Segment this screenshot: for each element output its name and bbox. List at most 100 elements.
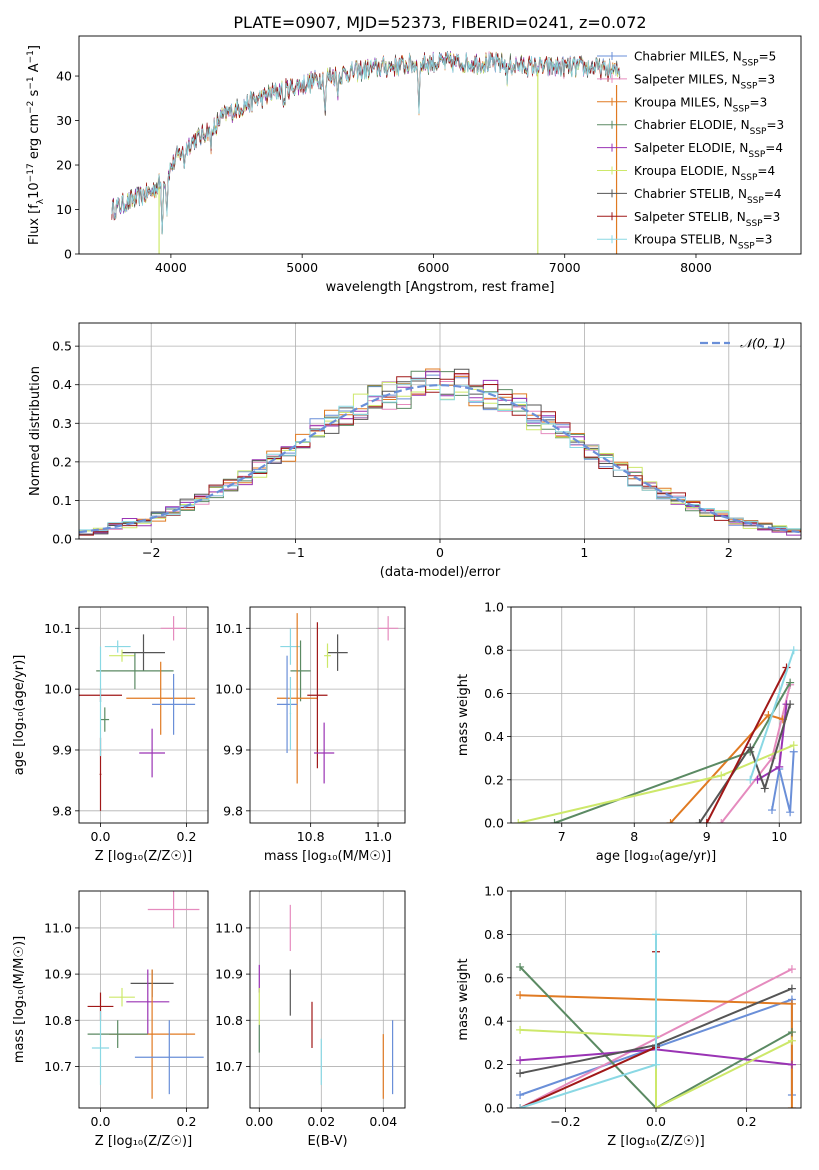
x-axis-label: Z [log₁₀(Z/Z☉)] — [95, 849, 192, 864]
tick-label-y: 0.0 — [484, 1101, 504, 1116]
weight_vs_Z-marks — [516, 930, 796, 1108]
weight-marker — [516, 1104, 525, 1108]
tick-label-y: 10.1 — [215, 621, 243, 636]
spectrum-marks — [111, 51, 621, 254]
tick-label-y: 9.8 — [52, 803, 72, 818]
weight-marker — [787, 965, 796, 974]
tick-label-x: 8 — [630, 829, 638, 844]
tick-label-y: 11.0 — [44, 920, 72, 935]
y-axis-label: Flux [fλ10−17 erg cm−2 s−1 A−1] — [26, 45, 46, 245]
weight-series — [514, 741, 798, 823]
weight-marker — [787, 984, 796, 993]
tick-label-x: 0.0 — [91, 1114, 111, 1129]
weight-marker — [652, 1104, 660, 1108]
legend-entry: Kroupa MILES, NSSP=3 — [634, 95, 767, 114]
y-axis-label: mass weight — [456, 958, 471, 1040]
weight-marker — [516, 1056, 525, 1065]
tick-label-x: 6000 — [418, 260, 450, 275]
weight-marker — [652, 1060, 660, 1069]
figure-title: PLATE=0907, MJD=52373, FIBERID=0241, z=0… — [233, 13, 646, 32]
data-point — [314, 722, 335, 784]
plot-frame — [78, 606, 209, 824]
tick-label-x: 0.2 — [177, 1114, 197, 1129]
tick-label-y: 10.7 — [44, 1059, 72, 1074]
data-point — [134, 1020, 204, 1095]
age_vs_Z-panel: 0.0 0.2 9.8 9.9 10.0 10.1 Z [log₁₀(Z/Z☉)] age [… — [12, 606, 209, 864]
plot-frame — [78, 890, 209, 1109]
tick-label-y: 0.2 — [52, 454, 72, 469]
data-point — [96, 652, 174, 690]
weight-marker — [786, 678, 795, 687]
weight-series — [702, 663, 791, 823]
legend-entry: Kroupa ELODIE, NSSP=4 — [634, 164, 775, 183]
x-axis-label: Z [log₁₀(Z/Z☉)] — [607, 1134, 704, 1149]
weight-marker — [746, 743, 755, 752]
weight-marker — [787, 1036, 796, 1045]
weight-marker — [514, 819, 523, 823]
weight-marker — [746, 775, 755, 784]
tick-label-x: 10.8 — [297, 829, 325, 844]
tick-label-y: 0.2 — [484, 1057, 504, 1072]
x-axis-label: (data-model)/error — [380, 565, 501, 580]
mass_vs_Z-marks — [87, 891, 204, 1099]
weight-marker — [775, 762, 784, 771]
weight-marker — [787, 1028, 796, 1037]
x-axis-label: wavelength [Angstrom, rest frame] — [326, 280, 555, 295]
weight-line — [554, 682, 791, 823]
weight-line — [749, 649, 795, 781]
tick-label-x: 0 — [436, 545, 444, 560]
tick-label-y: 0.4 — [484, 729, 504, 744]
tick-label-y: 0.0 — [484, 816, 504, 831]
tick-label-y: 10.1 — [44, 621, 72, 636]
weight-marker — [768, 806, 776, 815]
weight-series — [550, 678, 795, 823]
spectrum-line — [111, 51, 621, 233]
tick-label-x: 0.04 — [369, 1114, 397, 1129]
weight-series — [516, 930, 660, 1108]
plot-frame — [78, 322, 802, 540]
y-axis-label: mass weight — [456, 674, 471, 756]
data-point — [160, 616, 187, 641]
tick-label-y: 40 — [56, 69, 72, 84]
y-axis-label: Normed distribution — [28, 366, 43, 496]
tick-label-y: 0.6 — [484, 686, 504, 701]
tick-label-y: 0.4 — [52, 377, 72, 392]
tick-label-x: −1 — [286, 545, 304, 560]
weight-marker — [787, 999, 796, 1008]
gaussian-curve — [79, 383, 801, 534]
tick-label-x: 0.00 — [245, 1114, 273, 1129]
weight-marker — [550, 819, 559, 823]
plot-frame — [249, 890, 406, 1109]
tick-label-y: 1.0 — [484, 884, 504, 899]
tick-label-y: 0.8 — [484, 927, 504, 942]
data-point — [276, 655, 298, 754]
weight-series — [695, 700, 795, 823]
tick-label-y: 0.8 — [484, 643, 504, 658]
weight-marker — [516, 962, 525, 971]
tick-label-y: 10.7 — [215, 1059, 243, 1074]
tick-label-y: 30 — [56, 113, 72, 128]
weight-marker — [789, 741, 798, 750]
tick-label-y: 9.8 — [223, 803, 243, 818]
legend-entry: Salpeter ELODIE, NSSP=4 — [634, 141, 783, 160]
weight-marker — [753, 775, 762, 784]
weight_vs_age-marks — [514, 646, 798, 823]
data-point — [290, 640, 311, 702]
tick-label-y: 0.1 — [52, 493, 72, 508]
residuals-panel: −2 −1 0 1 2 0.0 0.1 0.2 0.3 0.4 0.5 (data-model)/er… — [28, 322, 802, 580]
weight_vs_age-panel: 7 8 9 10 0.0 0.2 0.4 0.6 0.8 1.0 age [log₁₀(age/yr… — [456, 600, 802, 864]
weight-line — [520, 1028, 793, 1108]
data-point — [147, 891, 200, 928]
tick-label-y: 10 — [56, 202, 72, 217]
tick-label-x: 9 — [703, 829, 711, 844]
tick-label-y: 10.0 — [215, 682, 243, 697]
data-point — [126, 969, 170, 1035]
spectrum-line — [111, 51, 621, 235]
weight-marker — [760, 784, 769, 793]
mass_vs_Z-panel: 0.0 0.2 10.7 10.8 10.9 11.0 Z [log₁₀(Z/Z☉)] mas… — [12, 890, 209, 1149]
weight-series — [717, 680, 795, 823]
tick-label-x: 1 — [580, 545, 588, 560]
tick-label-y: 0.2 — [484, 772, 504, 787]
tick-label-x: 7000 — [549, 260, 581, 275]
